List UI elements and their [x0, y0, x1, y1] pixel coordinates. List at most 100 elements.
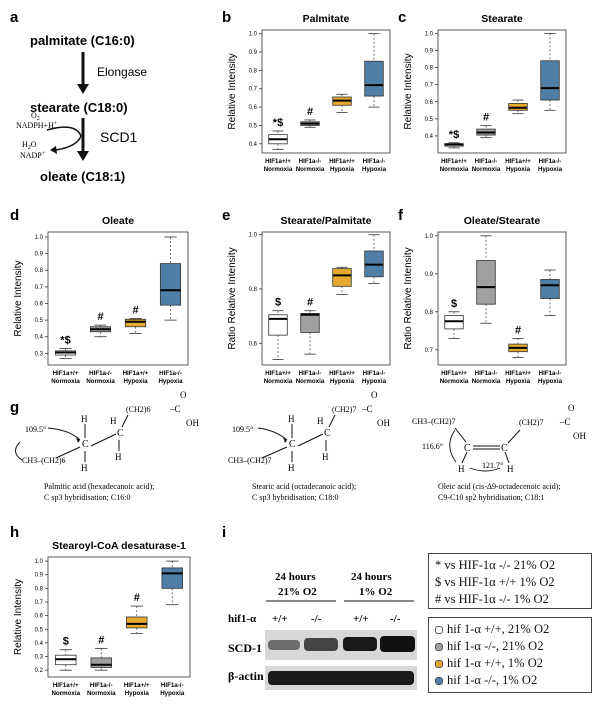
pathway-diagram: palmitate (C16:0) Elongase stearate (C18… — [16, 33, 147, 184]
chart-title: Oleate — [102, 215, 134, 227]
x-tick-label-genotype: HIF1a+/+ — [53, 682, 79, 689]
y-tick-label: 0.6 — [249, 341, 258, 347]
x-tick-label-genotype: HIF1a+/+ — [123, 370, 149, 377]
y-tick-label: 1.0 — [249, 233, 258, 239]
panel-letter-c: c — [398, 9, 406, 26]
x-tick-label-genotype: HIF1a+/+ — [505, 158, 531, 165]
x-tick-label-condition: Normoxia — [472, 166, 501, 173]
x-tick-label-genotype: HIF1a-/- — [539, 158, 562, 165]
y-tick-label: 0.9 — [249, 50, 258, 56]
box-body — [124, 318, 147, 328]
y-tick-label: 0.6 — [249, 105, 258, 111]
y-tick-label: 0.9 — [35, 573, 44, 579]
svg-text:C: C — [464, 443, 471, 454]
x-tick-label-condition: Normoxia — [51, 378, 80, 385]
blot-lane-2: -/- — [311, 613, 322, 625]
legend-sig-3: # vs HIF-1α -/- 1% O2 — [435, 592, 549, 606]
stearic-hybrid: C sp3 hybridisation; C18:0 — [252, 493, 338, 502]
palmitic-acid-name: Palmitic acid (hexadecanoic acid); — [44, 482, 154, 491]
x-tick-label-condition: Hypoxia — [362, 378, 387, 385]
svg-text:H: H — [81, 463, 88, 473]
pathway-scd1: SCD1 — [100, 129, 138, 145]
significance-marker: $ — [451, 298, 457, 310]
svg-text:O: O — [568, 403, 575, 413]
svg-text:H: H — [115, 452, 122, 462]
blot-time-1: 24 hours — [275, 571, 316, 583]
chart-title: Stearate/Palmitate — [280, 215, 371, 227]
box-body — [476, 260, 496, 305]
oleic-chain-left: CH3–(CH2)7 — [412, 417, 456, 426]
x-tick-label-condition: Hypoxia — [158, 378, 183, 385]
panel-letter-a: a — [10, 9, 19, 26]
y-tick-label: 0.9 — [35, 252, 44, 258]
legend-swatch-1 — [435, 626, 443, 635]
chart-f: Oleate/Stearate Ratio Relative Intensity 0… — [403, 215, 567, 385]
box-3: # HIF1a+/+Hypoxia — [123, 304, 149, 385]
x-tick-label-condition: Hypoxia — [362, 166, 387, 173]
svg-text:H: H — [507, 464, 514, 474]
x-tick-label-condition: Hypoxia — [125, 690, 150, 697]
x-tick-label-condition: Normoxia — [264, 166, 293, 173]
box-body — [161, 567, 183, 589]
legend-sig-1: * vs HIF-1α -/- 21% O2 — [435, 558, 556, 572]
svg-text:C: C — [324, 428, 331, 439]
y-tick-label: 0.3 — [35, 655, 44, 661]
stearic-acid-name: Stearic acid (octadecanoic acid); — [252, 482, 356, 491]
svg-text:C: C — [289, 439, 296, 450]
box-4: HIF1a-/-Hypoxia — [362, 33, 387, 173]
pathway-h2o: H2O — [22, 140, 37, 151]
y-tick-label: 0.8 — [249, 68, 258, 74]
panel-letter-i: i — [222, 524, 226, 541]
svg-text:H: H — [81, 414, 88, 424]
y-tick-label: 0.8 — [35, 268, 44, 274]
significance-marker: # — [97, 311, 103, 323]
blot-cond-1: 21% O2 — [278, 586, 317, 598]
pathway-o2: O2 — [31, 111, 40, 122]
box-body — [268, 314, 288, 336]
x-tick-label-condition: Normoxia — [472, 378, 501, 385]
x-tick-label-genotype: HIF1a-/- — [363, 158, 386, 165]
box-3: # HIF1a+/+Hypoxia — [124, 592, 150, 697]
stearic-angle: 109.5° — [232, 425, 253, 434]
y-axis-label: Ratio Relative Intensity — [227, 247, 238, 349]
pathway-cofactor-arc — [46, 126, 82, 151]
box-body — [126, 616, 148, 629]
legend-swatch-2 — [435, 643, 443, 652]
chart-title: Stearoyl-CoA desaturase-1 — [52, 540, 186, 552]
box-body — [364, 60, 384, 97]
significance-legend: * vs HIF-1α -/- 21% O2 $ vs HIF-1α +/+ 1… — [428, 553, 592, 609]
chart-frame — [47, 556, 191, 678]
pathway-nadp: NADP+ — [20, 151, 46, 160]
blot-lane-4: -/- — [390, 613, 401, 625]
y-tick-label: 0.6 — [35, 614, 44, 620]
blot-lane-3: +/+ — [353, 613, 369, 625]
pathway-cofactor-arrowhead — [50, 146, 57, 154]
structure-oleic: CH3–(CH2)7 C C (CH2)7 H H 116.6° 121.7° … — [412, 403, 586, 502]
blot-lane-1: +/+ — [272, 613, 288, 625]
palmitic-hybrid: C sp3 hybridisation; C16:0 — [44, 493, 130, 502]
significance-marker: # — [307, 106, 313, 118]
x-tick-label-genotype: HIF1a+/+ — [265, 158, 291, 165]
y-tick-label: 0.9 — [425, 272, 434, 278]
pathway-nadph: NADPH+H+ — [16, 121, 58, 130]
box-1: $ HIF1a+/+Normoxia — [264, 297, 293, 385]
box-2: HIF1a-/-Normoxia — [472, 235, 501, 385]
y-tick-label: 0.9 — [425, 49, 434, 55]
y-axis-label: Relative Intensity — [403, 53, 414, 129]
pathway-stearate: stearate (C18:0) — [30, 100, 128, 115]
blot-band-scd1-lane3 — [343, 637, 377, 651]
box-2: # HIF1a-/-Normoxia — [87, 634, 116, 697]
blot-band-actin-all — [268, 671, 414, 685]
legend-swatch-4 — [435, 677, 443, 686]
x-tick-label-condition: Hypoxia — [506, 166, 531, 173]
box-2: # HIF1a-/-Normoxia — [86, 311, 115, 385]
pathway-arrowhead-2 — [77, 151, 89, 161]
box-3: HIF1a+/+Hypoxia — [505, 99, 531, 173]
significance-marker: # — [134, 592, 140, 604]
x-tick-label-condition: Hypoxia — [160, 690, 185, 697]
x-tick-label-condition: Hypoxia — [123, 378, 148, 385]
significance-marker: # — [483, 112, 489, 124]
legend-swatch-3 — [435, 660, 443, 669]
chart-frame — [437, 231, 567, 366]
blot-band-scd1-lane2 — [304, 638, 338, 651]
